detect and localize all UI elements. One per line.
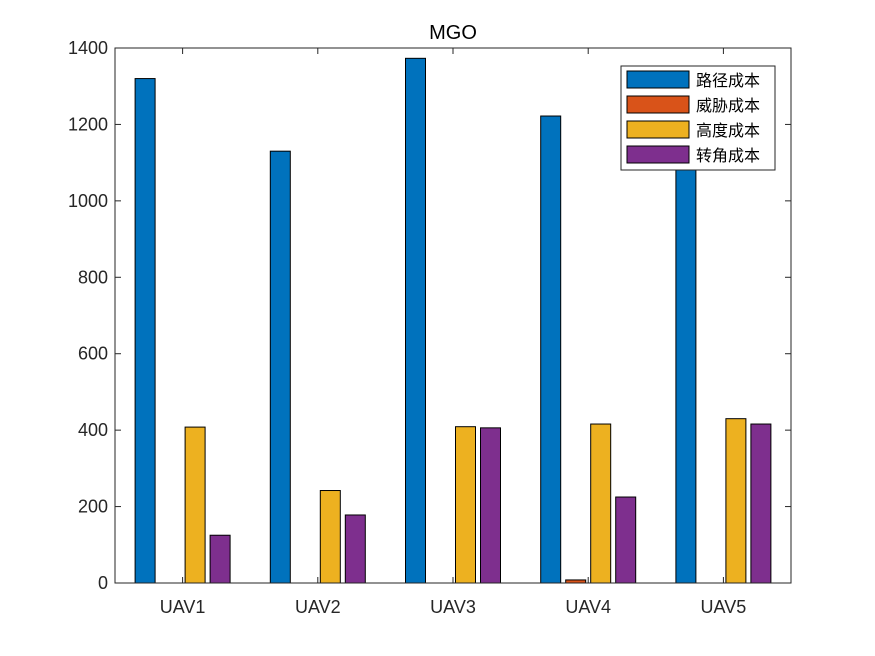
y-tick-label: 800 xyxy=(78,267,108,287)
y-tick-label: 400 xyxy=(78,420,108,440)
x-tick-label: UAV3 xyxy=(430,597,476,617)
y-tick-label: 0 xyxy=(98,573,108,593)
bar-uav4-series-1 xyxy=(540,115,562,584)
legend-swatch-series-2 xyxy=(626,95,690,114)
bar-uav4-series-3 xyxy=(590,423,612,584)
bar-uav5-series-3 xyxy=(725,418,747,584)
x-tick-label: UAV2 xyxy=(295,597,341,617)
axes-layer: 0 200 400 600 800 1000 1200 1400 UAV1 UAV2 UAV3 UAV… xyxy=(68,38,791,617)
x-tick-label: UAV5 xyxy=(701,597,747,617)
y-tick-label: 600 xyxy=(78,344,108,364)
y-tick-label: 200 xyxy=(78,497,108,517)
bar-uav2-series-1 xyxy=(269,150,291,584)
legend-swatch-series-3 xyxy=(626,120,690,139)
legend-label-series-4: 转角成本 xyxy=(696,146,760,165)
x-tick-label: UAV1 xyxy=(160,597,206,617)
legend-label-series-1: 路径成本 xyxy=(696,71,760,90)
legend-label-series-2: 威胁成本 xyxy=(696,96,760,115)
bar-uav3-series-1 xyxy=(405,57,426,584)
bar-uav2-series-3 xyxy=(319,490,341,584)
legend-swatch-series-1 xyxy=(626,70,690,89)
legend-swatch-series-4 xyxy=(626,145,690,164)
bar-uav2-series-4 xyxy=(344,514,366,584)
y-tick-label: 1000 xyxy=(68,191,108,211)
bar-uav3-series-4 xyxy=(480,427,501,584)
y-tick-label: 1200 xyxy=(68,114,108,134)
legend-label-series-3: 高度成本 xyxy=(696,121,760,140)
bar-uav5-series-4 xyxy=(750,423,772,584)
bar-uav1-series-1 xyxy=(134,78,156,584)
bar-uav4-series-4 xyxy=(615,496,637,584)
bar-uav3-series-3 xyxy=(455,426,476,584)
bar-uav1-series-3 xyxy=(184,426,206,584)
bar-uav1-series-4 xyxy=(209,534,231,584)
y-tick-label: 1400 xyxy=(68,38,108,58)
chart-title: MGO xyxy=(429,22,477,44)
x-tick-label: UAV4 xyxy=(565,597,611,617)
bars-layer xyxy=(134,57,772,584)
bar-uav5-series-1 xyxy=(675,162,697,584)
